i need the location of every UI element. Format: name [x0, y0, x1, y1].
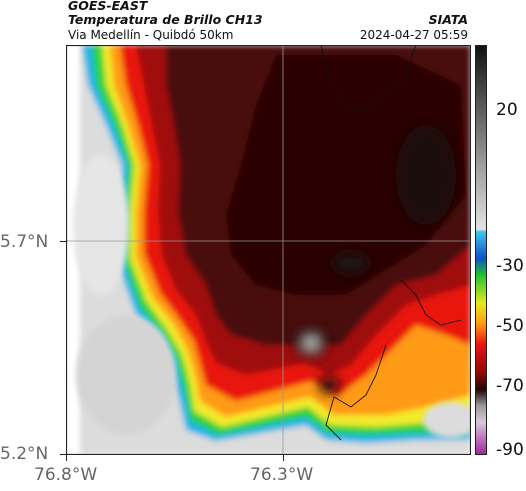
border-line	[320, 45, 417, 111]
colorbar-label: 20	[496, 100, 518, 120]
lon-tick-left	[66, 455, 67, 461]
lon-label-right: 76.3°W	[250, 465, 314, 485]
map-frame	[66, 45, 471, 455]
lat-label-upper: 5.7°N	[0, 232, 49, 252]
source-label: SIATA	[428, 12, 468, 27]
cold-spots	[295, 125, 456, 393]
colorbar-label: -70	[496, 376, 524, 396]
cloud-field	[80, 45, 471, 455]
lat-tick-lower	[60, 454, 66, 455]
colorbar	[475, 45, 487, 455]
region-subtitle: Via Medellín - Quibdó 50km	[68, 28, 234, 42]
lat-tick-upper	[60, 241, 66, 242]
border-line-south	[325, 279, 462, 441]
colorbar-label: -50	[496, 316, 524, 336]
product-title: Temperatura de Brillo CH13	[68, 12, 263, 27]
colorbar-label: -90	[496, 440, 524, 460]
satellite-title: GOES-EAST	[68, 0, 148, 13]
timestamp-label: 2024-04-27 05:59	[359, 28, 468, 42]
lon-tick-right	[283, 455, 284, 461]
cold-core-deep	[226, 55, 466, 295]
lon-label-left: 76.8°W	[34, 465, 98, 485]
colorbar-label: -30	[496, 256, 524, 276]
clear-patches	[73, 155, 471, 438]
brightness-temperature-map	[66, 45, 471, 455]
lat-label-lower: 5.2°N	[0, 444, 49, 464]
